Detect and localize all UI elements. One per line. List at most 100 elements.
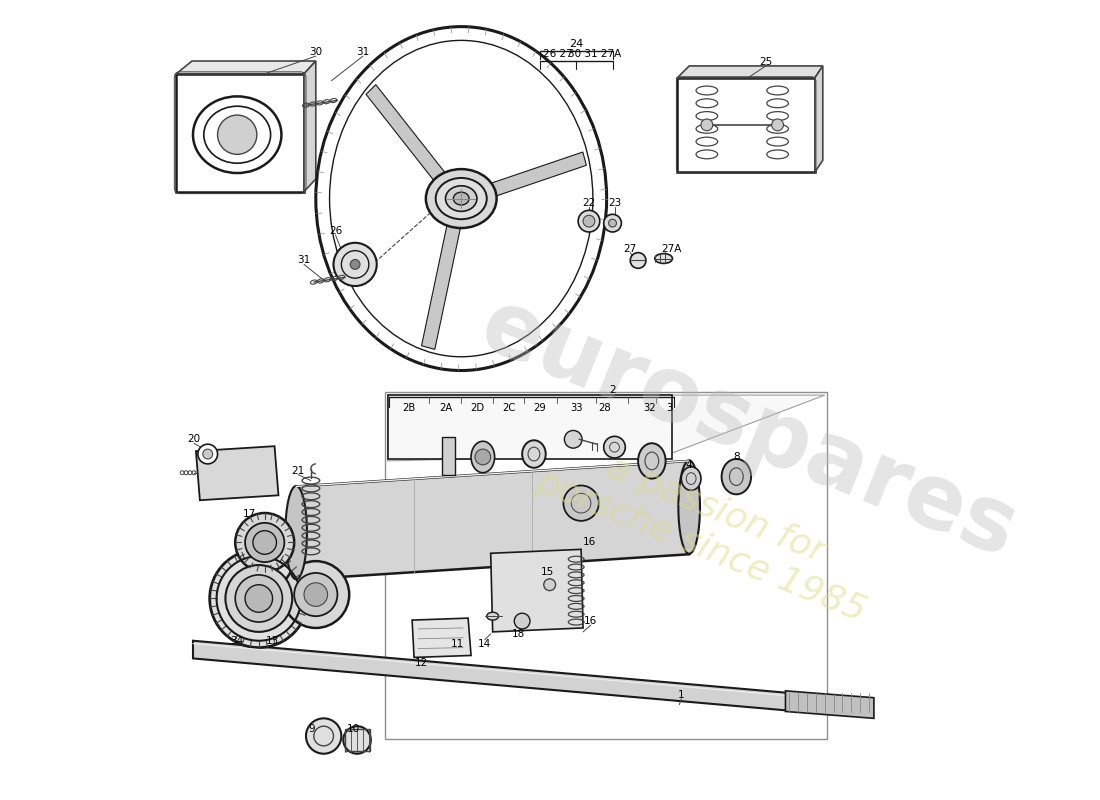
Text: 34: 34 — [231, 636, 244, 646]
Circle shape — [579, 210, 600, 232]
Circle shape — [701, 119, 713, 130]
Text: 31: 31 — [356, 47, 370, 57]
Circle shape — [608, 219, 616, 227]
Polygon shape — [196, 446, 278, 500]
Circle shape — [475, 449, 491, 465]
Polygon shape — [488, 152, 586, 198]
Circle shape — [226, 565, 293, 632]
Text: 1: 1 — [678, 690, 684, 700]
Text: 10: 10 — [346, 724, 360, 734]
Text: 16: 16 — [582, 538, 595, 547]
Circle shape — [515, 614, 530, 629]
Text: 9: 9 — [309, 724, 316, 734]
Circle shape — [304, 582, 328, 606]
Circle shape — [245, 523, 285, 562]
Text: 3: 3 — [667, 403, 673, 413]
Polygon shape — [412, 618, 471, 658]
Text: 15: 15 — [541, 567, 554, 577]
Text: 30 31 27A: 30 31 27A — [569, 49, 622, 59]
Text: 12: 12 — [416, 658, 429, 668]
Ellipse shape — [679, 461, 700, 554]
Text: 14: 14 — [478, 638, 492, 649]
Text: 18: 18 — [512, 629, 525, 639]
Circle shape — [563, 486, 598, 521]
Ellipse shape — [638, 443, 666, 478]
Ellipse shape — [453, 192, 469, 205]
Circle shape — [218, 115, 257, 154]
Ellipse shape — [654, 254, 672, 263]
Polygon shape — [815, 66, 823, 172]
Ellipse shape — [426, 169, 496, 228]
Text: 20: 20 — [187, 434, 200, 444]
Polygon shape — [491, 550, 583, 632]
Text: 17: 17 — [242, 509, 255, 519]
Text: 26: 26 — [329, 226, 342, 236]
Polygon shape — [785, 691, 873, 718]
Text: 16: 16 — [584, 616, 597, 626]
Text: 31: 31 — [297, 255, 310, 266]
Circle shape — [235, 513, 294, 572]
Text: 2D: 2D — [470, 403, 484, 413]
Circle shape — [543, 579, 556, 590]
Text: eurospares: eurospares — [468, 282, 1030, 577]
Ellipse shape — [446, 186, 477, 211]
Ellipse shape — [471, 442, 495, 473]
Ellipse shape — [522, 440, 546, 468]
Polygon shape — [678, 66, 823, 78]
Circle shape — [583, 215, 595, 227]
Text: 26 27: 26 27 — [542, 49, 572, 59]
Circle shape — [245, 585, 273, 612]
Ellipse shape — [487, 612, 498, 620]
Circle shape — [564, 430, 582, 448]
Circle shape — [333, 242, 376, 286]
Circle shape — [772, 119, 783, 130]
Circle shape — [202, 449, 212, 459]
Text: 32: 32 — [644, 403, 657, 413]
Ellipse shape — [285, 486, 307, 579]
Circle shape — [604, 436, 625, 458]
Text: 2A: 2A — [439, 403, 452, 413]
Bar — [345, 729, 370, 750]
Text: 29: 29 — [534, 403, 547, 413]
Circle shape — [604, 214, 622, 232]
Text: 27: 27 — [624, 244, 637, 254]
Text: 33: 33 — [570, 403, 582, 413]
Polygon shape — [387, 395, 825, 461]
Circle shape — [343, 726, 371, 754]
Circle shape — [283, 561, 349, 628]
Text: 22: 22 — [582, 198, 595, 209]
Polygon shape — [678, 78, 815, 172]
Text: 25: 25 — [759, 57, 772, 67]
Polygon shape — [366, 85, 446, 182]
Polygon shape — [421, 226, 460, 350]
Text: 27A: 27A — [662, 244, 682, 254]
Text: 8: 8 — [733, 452, 739, 462]
Ellipse shape — [436, 178, 487, 219]
Circle shape — [253, 530, 276, 554]
Circle shape — [306, 718, 341, 754]
Circle shape — [630, 253, 646, 268]
Circle shape — [294, 573, 338, 616]
Text: 24: 24 — [569, 39, 583, 50]
Polygon shape — [304, 61, 316, 192]
Circle shape — [350, 259, 360, 270]
Circle shape — [235, 575, 283, 622]
Ellipse shape — [681, 467, 701, 490]
Ellipse shape — [722, 459, 751, 494]
Bar — [441, 438, 455, 474]
Polygon shape — [192, 641, 788, 710]
Text: 11: 11 — [451, 638, 464, 649]
Text: 21: 21 — [292, 466, 305, 476]
Text: 2B: 2B — [403, 403, 416, 413]
Bar — [387, 395, 672, 459]
Polygon shape — [176, 61, 316, 74]
Text: 2C: 2C — [502, 403, 515, 413]
Text: 4: 4 — [686, 460, 693, 470]
Polygon shape — [296, 461, 690, 580]
Text: 23: 23 — [608, 198, 622, 209]
Text: 2: 2 — [609, 385, 616, 395]
Text: a passion for
porsche since 1985: a passion for porsche since 1985 — [531, 428, 887, 628]
Text: 13: 13 — [266, 636, 279, 646]
Ellipse shape — [204, 106, 271, 163]
Text: 30: 30 — [309, 47, 322, 57]
